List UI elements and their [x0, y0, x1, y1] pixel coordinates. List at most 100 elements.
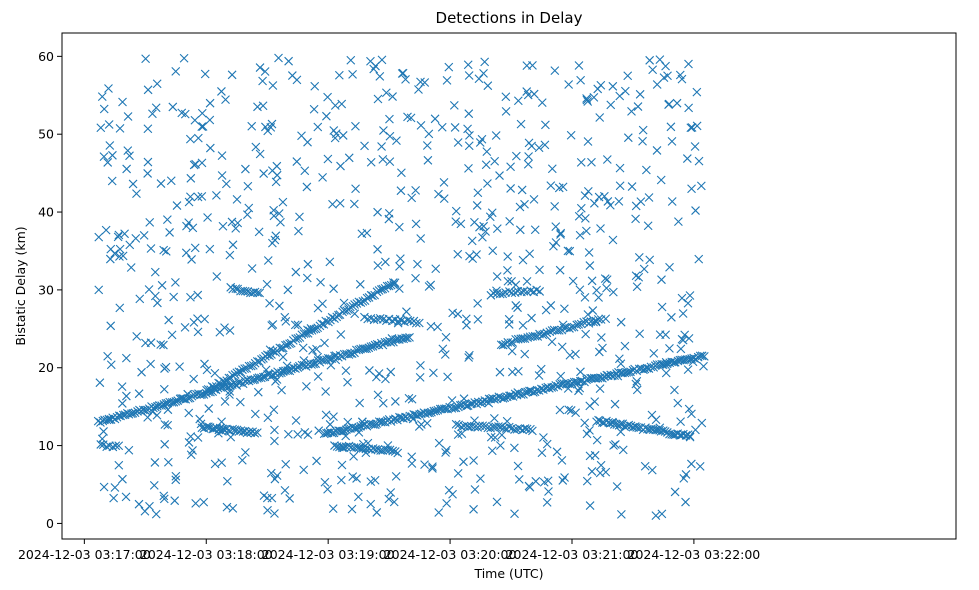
- data-point-marker: [402, 307, 411, 317]
- data-point-marker: [329, 412, 338, 422]
- data-point-marker: [274, 53, 283, 63]
- data-point-marker: [368, 420, 378, 429]
- data-point-marker: [299, 356, 309, 365]
- data-point-marker: [506, 338, 516, 348]
- data-point-marker: [299, 465, 309, 475]
- data-point-marker: [596, 224, 605, 233]
- data-point-marker: [440, 350, 450, 359]
- data-point-marker: [480, 57, 490, 67]
- data-point-marker: [189, 374, 199, 384]
- data-point-marker: [490, 156, 500, 166]
- data-point-marker: [638, 125, 648, 135]
- data-point-marker: [381, 257, 390, 267]
- data-point-marker: [406, 113, 416, 123]
- data-point-marker: [442, 499, 452, 508]
- data-point-marker: [608, 287, 618, 297]
- data-point-marker: [159, 491, 169, 501]
- data-point-marker: [534, 143, 544, 153]
- data-point-marker: [555, 265, 565, 275]
- data-point-marker: [591, 317, 601, 327]
- data-point-marker: [193, 192, 203, 202]
- data-point-marker: [184, 197, 194, 207]
- data-point-marker: [312, 456, 321, 466]
- data-point-marker: [515, 202, 525, 212]
- data-point-marker: [552, 447, 562, 457]
- data-point-marker: [498, 289, 508, 299]
- data-point-marker: [330, 441, 339, 450]
- data-point-marker: [492, 224, 502, 233]
- data-point-marker: [524, 152, 533, 161]
- data-point-marker: [143, 169, 153, 178]
- data-point-marker: [563, 384, 573, 393]
- data-point-marker: [444, 485, 454, 495]
- data-point-marker: [595, 468, 605, 478]
- data-point-marker: [383, 441, 393, 450]
- data-point-marker: [513, 388, 523, 397]
- data-point-marker: [695, 351, 705, 361]
- data-point-marker: [146, 244, 156, 253]
- data-point-marker: [284, 56, 293, 66]
- data-point-marker: [290, 320, 300, 330]
- data-point-marker: [682, 154, 692, 163]
- data-point-marker: [457, 429, 467, 438]
- data-point-marker: [657, 302, 667, 312]
- data-point-marker: [205, 143, 215, 153]
- data-point-marker: [681, 497, 690, 507]
- data-point-marker: [695, 461, 705, 471]
- data-point-marker: [337, 99, 347, 109]
- data-point-marker: [644, 193, 654, 202]
- data-point-marker: [337, 460, 347, 470]
- data-point-marker: [118, 474, 127, 484]
- data-point-marker: [378, 398, 388, 408]
- data-point-marker: [277, 385, 286, 395]
- data-point-marker: [303, 259, 313, 269]
- data-point-marker: [186, 192, 195, 202]
- data-point-marker: [253, 387, 263, 397]
- data-point-marker: [275, 343, 285, 353]
- data-point-marker: [120, 229, 129, 239]
- data-point-marker: [161, 246, 171, 256]
- data-point-marker: [167, 330, 177, 340]
- data-point-marker: [598, 343, 607, 353]
- data-point-marker: [505, 391, 514, 401]
- data-point-marker: [105, 254, 115, 264]
- data-point-marker: [386, 488, 396, 497]
- data-point-marker: [205, 98, 215, 108]
- data-point-marker: [683, 365, 693, 375]
- data-point-marker: [469, 504, 478, 514]
- data-point-marker: [451, 206, 461, 216]
- data-point-marker: [443, 372, 452, 382]
- data-point-marker: [520, 349, 530, 359]
- data-point-marker: [411, 273, 420, 283]
- data-point-marker: [416, 121, 426, 130]
- data-point-marker: [189, 318, 199, 327]
- data-point-marker: [550, 66, 560, 75]
- data-point-marker: [631, 214, 640, 224]
- data-point-marker: [420, 460, 429, 470]
- data-point-marker: [620, 368, 630, 378]
- data-point-marker: [259, 169, 269, 178]
- data-point-marker: [481, 227, 490, 236]
- data-point-marker: [616, 510, 626, 519]
- data-point-marker: [341, 366, 351, 376]
- data-point-marker: [236, 378, 245, 387]
- data-point-marker: [534, 371, 544, 380]
- data-point-marker: [135, 294, 145, 304]
- data-point-marker: [687, 409, 696, 419]
- data-point-marker: [384, 494, 394, 504]
- data-point-marker: [231, 224, 241, 233]
- data-point-marker: [405, 316, 415, 326]
- data-point-marker: [161, 362, 171, 372]
- data-point-marker: [487, 208, 497, 218]
- data-point-marker: [504, 320, 514, 329]
- data-point-marker: [260, 67, 270, 76]
- data-point-marker: [576, 157, 586, 167]
- data-point-marker: [300, 166, 310, 176]
- data-point-marker: [684, 404, 694, 414]
- data-point-marker: [193, 133, 203, 143]
- data-point-marker: [369, 64, 379, 74]
- data-point-marker: [588, 306, 598, 315]
- data-point-marker: [143, 85, 153, 95]
- data-point-marker: [478, 421, 488, 431]
